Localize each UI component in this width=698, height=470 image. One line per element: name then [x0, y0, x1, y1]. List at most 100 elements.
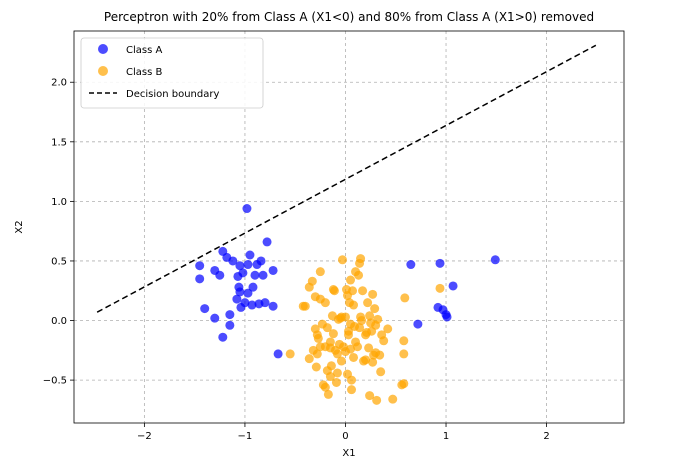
class-b-point — [364, 343, 374, 353]
class-a-point — [225, 310, 235, 320]
class-a-point — [256, 256, 266, 266]
class-b-point — [315, 342, 325, 352]
legend-box — [80, 37, 264, 109]
class-b-point — [368, 289, 378, 299]
class-b-point — [326, 361, 336, 371]
class-a-point — [235, 287, 245, 297]
class-a-point — [442, 312, 452, 322]
class-b-point — [315, 267, 325, 277]
class-a-point — [200, 304, 210, 314]
class-a-point — [490, 255, 500, 265]
class-a-point — [243, 260, 253, 270]
class-b-point — [336, 356, 346, 366]
class-b-point — [307, 276, 317, 286]
class-b-point — [285, 349, 295, 359]
decision-boundary-line — [96, 44, 597, 313]
class-b-point — [357, 316, 367, 326]
class-a-point — [242, 204, 252, 214]
class-a-point — [268, 301, 278, 311]
class-b-point — [358, 286, 368, 296]
class-b-point — [346, 319, 356, 329]
class-b-point — [342, 291, 352, 301]
x-axis-label: X1 — [342, 448, 355, 459]
legend-label-class-a: Class A — [126, 45, 162, 56]
class-a-point — [235, 261, 245, 271]
class-b-point — [337, 255, 347, 265]
class-a-point — [195, 261, 205, 271]
class-b-point — [325, 372, 335, 382]
class-b-point — [361, 355, 371, 365]
legend-marker-class-b — [98, 66, 108, 76]
class-b-point — [370, 304, 380, 314]
class-b-point — [332, 349, 342, 359]
class-b-point — [399, 379, 409, 389]
class-a-point — [435, 258, 445, 268]
class-a-point — [225, 320, 235, 330]
x-tick-label: −1 — [238, 431, 253, 442]
class-a-point — [406, 260, 416, 270]
class-a-point — [232, 294, 242, 304]
class-b-point — [322, 323, 332, 333]
y-tick-label: 1.5 — [51, 137, 67, 148]
class-a-point — [258, 270, 268, 280]
class-b-point — [373, 314, 383, 324]
class-b-point — [325, 337, 335, 347]
class-b-point — [346, 275, 356, 285]
class-b-point — [435, 283, 445, 293]
y-axis-label: X2 — [14, 220, 25, 233]
legend: Class A Class B Decision boundary — [80, 37, 264, 109]
y-tick-label: −0.5 — [43, 376, 67, 387]
class-a-point — [268, 265, 278, 275]
decision-boundary-layer — [96, 44, 597, 313]
x-tick-label: 1 — [443, 431, 449, 442]
class-b-point — [354, 270, 364, 280]
class-b-point — [379, 336, 389, 346]
y-tick-label: 0.0 — [51, 316, 67, 327]
chart-title: Perceptron with 20% from Class A (X1<0) … — [104, 10, 594, 24]
class-b-point — [355, 258, 365, 268]
class-a-point — [228, 256, 238, 266]
x-tick-label: 2 — [543, 431, 549, 442]
class-b-point — [372, 395, 382, 405]
legend-marker-class-a — [98, 44, 108, 54]
class-b-point — [323, 389, 333, 399]
class-b-point — [320, 298, 330, 308]
class-b-point — [304, 354, 314, 364]
class-b-point — [312, 349, 322, 359]
class-b-point — [376, 367, 386, 377]
class-a-point — [247, 300, 257, 310]
y-tick-label: 2.0 — [51, 78, 67, 89]
class-a-point — [248, 282, 258, 292]
class-b-point — [388, 394, 398, 404]
class-a-point — [273, 349, 283, 359]
class-a-point — [262, 237, 272, 247]
class-b-point — [351, 337, 361, 347]
class-b-point — [365, 311, 375, 321]
class-a-point — [243, 288, 253, 298]
class-a-point — [195, 274, 205, 284]
class-a-point — [260, 298, 270, 308]
class-b-point — [331, 377, 341, 387]
class-b-point — [365, 391, 375, 401]
legend-label-class-b: Class B — [126, 67, 162, 78]
class-b-point — [349, 300, 359, 310]
legend-label-decision-boundary: Decision boundary — [126, 89, 219, 100]
class-b-point — [363, 298, 373, 308]
class-a-point — [448, 281, 458, 291]
class-a-point — [250, 270, 260, 280]
class-b-point — [320, 382, 330, 392]
class-a-point — [413, 319, 423, 329]
class-b-point — [400, 293, 410, 303]
class-b-point — [355, 323, 365, 333]
class-b-point — [399, 349, 409, 359]
class-b-point — [328, 329, 338, 339]
class-b-point — [349, 352, 359, 362]
class-a-point — [240, 298, 250, 308]
y-tick-label: 0.5 — [51, 256, 67, 267]
class-b-point — [332, 368, 342, 378]
data-points — [195, 204, 500, 405]
class-a-point — [215, 270, 225, 280]
grid-lines — [74, 31, 624, 423]
class-b-point — [347, 385, 357, 395]
